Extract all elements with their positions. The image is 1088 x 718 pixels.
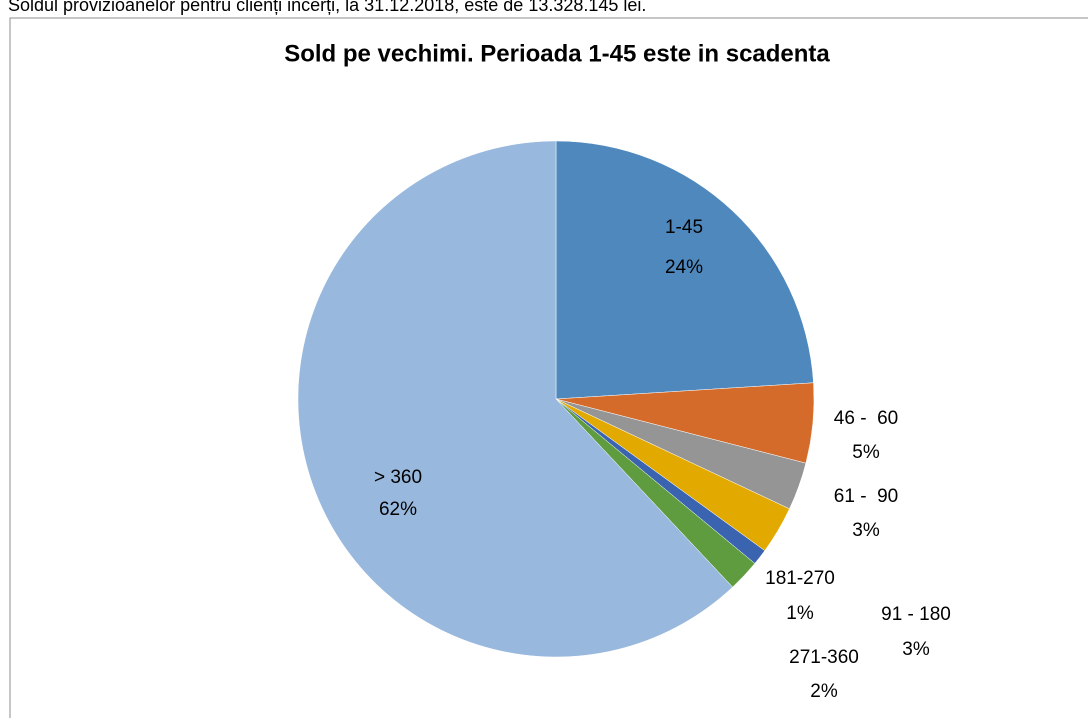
pie-slice [297,140,733,658]
slice-value-label: 24% [665,257,703,278]
slice-category-label: 46 - 60 [834,408,898,429]
slice-value-label: 62% [379,499,417,520]
slice-category-label: 271-360 [789,647,859,668]
slice-category-label: 1-45 [665,217,703,238]
slice-value-label: 5% [852,442,880,463]
slice-category-label: 91 - 180 [881,604,951,625]
caption: Soldul provizioanelor pentru clienți inc… [8,0,646,15]
slice-category-label: 181-270 [765,568,835,589]
slice-value-label: 3% [902,639,930,660]
chart-title: Sold pe vechimi. Perioada 1-45 este in s… [284,40,830,67]
slice-value-label: 2% [810,681,838,702]
pie-slice [555,140,814,400]
slice-category-label: 61 - 90 [834,486,898,507]
slice-value-label: 1% [786,603,814,624]
slice-value-label: 3% [852,520,880,541]
slice-category-label: > 360 [374,467,422,488]
